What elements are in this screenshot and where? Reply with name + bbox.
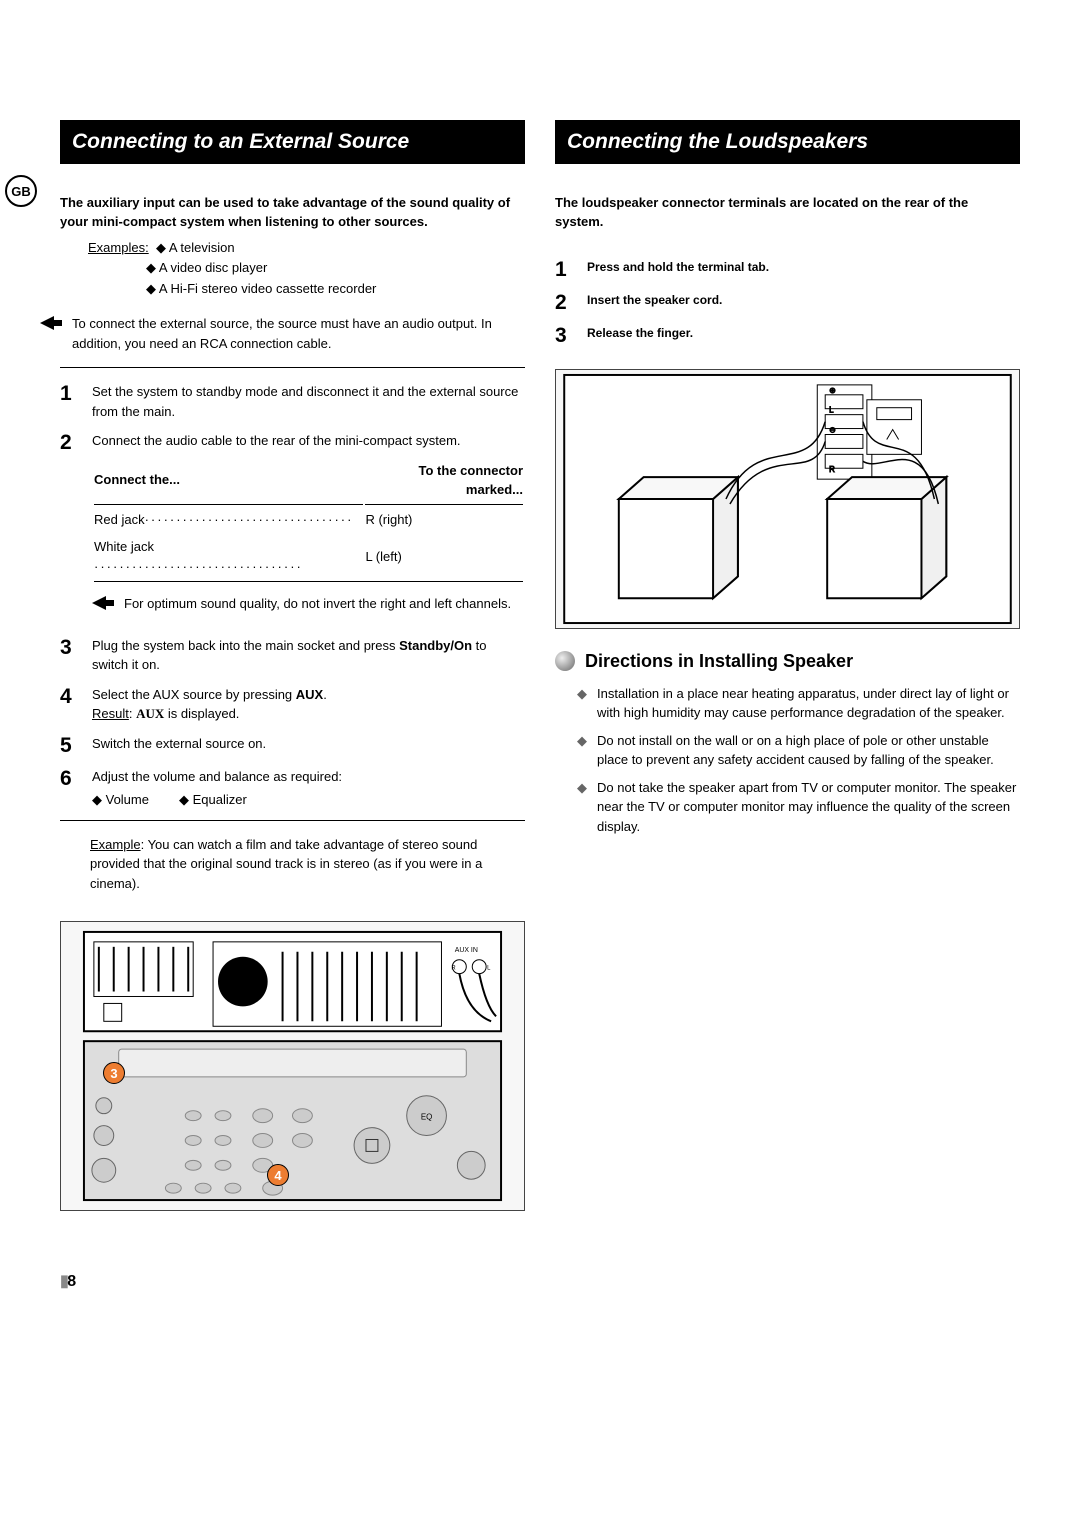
step-2: 2 Connect the audio cable to the rear of… [60, 431, 525, 626]
diamond-icon: ◆ [577, 778, 587, 837]
divider [60, 367, 525, 368]
step-number: 1 [60, 382, 78, 405]
step-6: 6 Adjust the volume and balance as requi… [60, 767, 525, 810]
step-5: 5 Switch the external source on. [60, 734, 525, 757]
step-number: 6 [60, 767, 78, 790]
callout-3: 3 [103, 1062, 125, 1084]
language-badge: GB [5, 175, 37, 207]
step-1: 1 Set the system to standby mode and dis… [60, 382, 525, 421]
r-step-3: 3 Release the finger. [555, 324, 1020, 347]
direction-item: Do not install on the wall or on a high … [597, 731, 1020, 770]
left-section-title: Connecting to an External Source [60, 120, 525, 164]
adj-option: Volume [106, 792, 149, 807]
table-header: Connect the... [94, 457, 363, 505]
connect-note-row: To connect the external source, the sour… [40, 314, 525, 353]
svg-text:EQ: EQ [421, 1113, 432, 1122]
table-cell: White jack [94, 534, 363, 579]
step-number: 3 [60, 636, 78, 659]
diamond-icon: ◆ [577, 684, 587, 723]
stereo-svg: AUX IN R L EQ [61, 922, 524, 1210]
table-header: To the connector marked... [365, 457, 523, 505]
diamond-icon: ◆ [577, 731, 587, 770]
speaker-wiring-illustration: ⊕ L ⊖ R [555, 369, 1020, 629]
step-3: 3 Plug the system back into the main soc… [60, 636, 525, 675]
step-number: 2 [555, 291, 573, 314]
example-item: A video disc player [159, 260, 267, 275]
example-item: A Hi-Fi stereo video cassette recorder [159, 281, 376, 296]
example-block: Example: You can watch a film and take a… [90, 835, 525, 894]
examples-block: Examples: ◆ A television ◆ A video disc … [88, 238, 525, 300]
page-number: 8 [60, 1271, 525, 1291]
directions-heading: Directions in Installing Speaker [555, 651, 1020, 672]
step-text: Release the finger. [587, 324, 1020, 342]
left-column: GB Connecting to an External Source The … [60, 120, 525, 1291]
svg-text:AUX IN: AUX IN [455, 947, 478, 954]
directions-list: ◆ Installation in a place near heating ap… [577, 684, 1020, 837]
step-4: 4 Select the AUX source by pressing AUX.… [60, 685, 525, 724]
step-text: Adjust the volume and balance as require… [92, 767, 525, 810]
step-number: 2 [60, 431, 78, 454]
step-number: 3 [555, 324, 573, 347]
examples-label: Examples: [88, 240, 149, 255]
speakers-svg: ⊕ L ⊖ R [556, 370, 1019, 628]
right-intro: The loudspeaker connector terminals are … [555, 194, 1020, 232]
r-step-2: 2 Insert the speaker cord. [555, 291, 1020, 314]
pointer-icon [92, 596, 114, 616]
direction-item: Installation in a place near heating app… [597, 684, 1020, 723]
svg-text:L: L [829, 406, 834, 415]
example-item: A television [169, 240, 235, 255]
step-text: Press and hold the terminal tab. [587, 258, 1020, 276]
bullet-dot-icon [555, 651, 575, 671]
table-cell: R (right) [365, 507, 523, 533]
left-intro: The auxiliary input can be used to take … [60, 194, 525, 232]
step-text: Insert the speaker cord. [587, 291, 1020, 309]
callout-4: 4 [267, 1164, 289, 1186]
divider [60, 820, 525, 821]
direction-item: Do not take the speaker apart from TV or… [597, 778, 1020, 837]
step-text: Select the AUX source by pressing AUX. R… [92, 685, 525, 724]
adj-option: Equalizer [193, 792, 247, 807]
step-text: Set the system to standby mode and disco… [92, 382, 525, 421]
right-section-title: Connecting the Loudspeakers [555, 120, 1020, 164]
step-number: 4 [60, 685, 78, 708]
step-number: 1 [555, 258, 573, 281]
pointer-icon [40, 316, 62, 336]
connect-note: To connect the external source, the sour… [72, 314, 525, 353]
svg-text:R: R [451, 966, 456, 972]
directions-title: Directions in Installing Speaker [585, 651, 853, 672]
svg-text:⊖: ⊖ [829, 425, 836, 434]
stereo-rear-illustration: AUX IN R L EQ [60, 921, 525, 1211]
table-cell: L (left) [365, 534, 523, 579]
svg-text:⊕: ⊕ [829, 386, 836, 395]
step-text: Plug the system back into the main socke… [92, 636, 525, 675]
svg-text:R: R [829, 465, 835, 474]
tip-text: For optimum sound quality, do not invert… [124, 594, 511, 614]
step-text: Connect the audio cable to the rear of t… [92, 431, 525, 626]
step-number: 5 [60, 734, 78, 757]
step-text: Switch the external source on. [92, 734, 525, 754]
r-step-1: 1 Press and hold the terminal tab. [555, 258, 1020, 281]
tip-row: For optimum sound quality, do not invert… [92, 594, 525, 616]
connection-table: Connect the...To the connector marked...… [92, 455, 525, 585]
right-column: Connecting the Loudspeakers The loudspea… [555, 120, 1020, 1291]
table-cell: Red jack [94, 507, 363, 533]
